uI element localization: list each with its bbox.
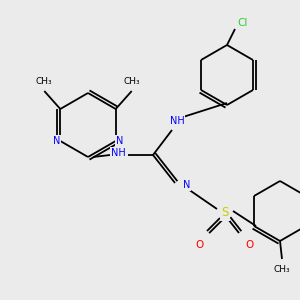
Text: N: N [183, 180, 190, 190]
Text: Cl: Cl [238, 18, 248, 28]
Text: O: O [245, 240, 253, 250]
Text: O: O [195, 240, 203, 250]
Text: CH₃: CH₃ [123, 76, 140, 85]
Text: CH₃: CH₃ [274, 265, 290, 274]
Text: NH: NH [169, 116, 184, 126]
Text: NH: NH [111, 148, 125, 158]
Text: N: N [116, 136, 123, 146]
Text: CH₃: CH₃ [36, 76, 52, 85]
Text: S: S [221, 206, 229, 220]
Text: N: N [52, 136, 60, 146]
